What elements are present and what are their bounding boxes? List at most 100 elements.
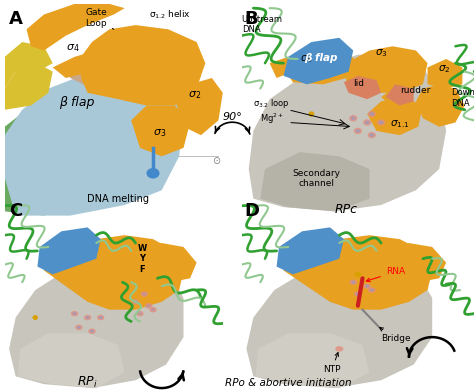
Polygon shape bbox=[381, 84, 409, 101]
Text: lid: lid bbox=[353, 80, 364, 89]
Text: W
Y
F: W Y F bbox=[137, 244, 147, 274]
Ellipse shape bbox=[368, 132, 376, 138]
Ellipse shape bbox=[146, 168, 160, 179]
Ellipse shape bbox=[355, 272, 361, 277]
Polygon shape bbox=[346, 46, 428, 93]
Polygon shape bbox=[5, 110, 88, 216]
Ellipse shape bbox=[351, 116, 356, 120]
Text: RP$_i$: RP$_i$ bbox=[77, 375, 98, 390]
Ellipse shape bbox=[88, 328, 96, 334]
Ellipse shape bbox=[99, 316, 103, 319]
Ellipse shape bbox=[365, 285, 369, 288]
Polygon shape bbox=[344, 76, 381, 99]
Text: β flap: β flap bbox=[304, 53, 337, 63]
Polygon shape bbox=[175, 78, 223, 135]
Polygon shape bbox=[27, 4, 125, 51]
Ellipse shape bbox=[349, 279, 357, 285]
Text: DNA melting: DNA melting bbox=[87, 194, 149, 204]
Text: C: C bbox=[9, 202, 22, 220]
Ellipse shape bbox=[349, 115, 357, 122]
Polygon shape bbox=[367, 97, 423, 135]
Polygon shape bbox=[70, 42, 162, 93]
Text: 90°: 90° bbox=[222, 112, 242, 122]
Ellipse shape bbox=[141, 291, 148, 297]
Ellipse shape bbox=[309, 111, 314, 117]
Polygon shape bbox=[18, 333, 125, 388]
Text: RNA: RNA bbox=[366, 267, 405, 282]
Text: σ$_{1.1}$: σ$_{1.1}$ bbox=[391, 119, 410, 131]
Ellipse shape bbox=[71, 311, 78, 316]
Text: σ$_{3.2}$ loop: σ$_{3.2}$ loop bbox=[253, 96, 290, 109]
Ellipse shape bbox=[136, 311, 144, 316]
Ellipse shape bbox=[84, 315, 91, 320]
Ellipse shape bbox=[142, 292, 146, 296]
Ellipse shape bbox=[377, 119, 385, 126]
Ellipse shape bbox=[77, 326, 81, 329]
Text: σ$_{1.2}$ helix: σ$_{1.2}$ helix bbox=[149, 8, 191, 21]
Polygon shape bbox=[283, 46, 358, 84]
Text: A: A bbox=[9, 10, 23, 28]
Ellipse shape bbox=[132, 299, 139, 305]
Polygon shape bbox=[386, 84, 414, 105]
Ellipse shape bbox=[370, 289, 374, 292]
Ellipse shape bbox=[369, 133, 374, 137]
Text: RPo & abortive initiation: RPo & abortive initiation bbox=[225, 378, 352, 388]
Ellipse shape bbox=[146, 304, 151, 307]
Text: Gate
Loop: Gate Loop bbox=[85, 8, 114, 29]
Ellipse shape bbox=[134, 300, 137, 303]
Polygon shape bbox=[5, 67, 183, 216]
Ellipse shape bbox=[145, 303, 152, 309]
Text: D: D bbox=[244, 202, 259, 220]
Ellipse shape bbox=[33, 315, 38, 320]
Text: σ$_4$: σ$_4$ bbox=[66, 42, 80, 54]
Ellipse shape bbox=[151, 308, 155, 311]
Ellipse shape bbox=[335, 346, 343, 352]
Polygon shape bbox=[136, 243, 197, 282]
Polygon shape bbox=[283, 235, 432, 310]
Ellipse shape bbox=[97, 315, 104, 320]
Text: σ$_2$: σ$_2$ bbox=[188, 89, 201, 101]
Polygon shape bbox=[53, 51, 96, 78]
Polygon shape bbox=[260, 152, 370, 211]
Ellipse shape bbox=[356, 292, 360, 296]
Ellipse shape bbox=[351, 281, 356, 284]
Ellipse shape bbox=[75, 325, 82, 330]
Text: Downstream
DNA: Downstream DNA bbox=[451, 88, 474, 107]
Text: B: B bbox=[244, 10, 258, 28]
Polygon shape bbox=[416, 84, 465, 127]
Ellipse shape bbox=[73, 312, 76, 315]
Text: Mg$^{2+}$: Mg$^{2+}$ bbox=[260, 112, 284, 127]
Polygon shape bbox=[381, 243, 446, 282]
Polygon shape bbox=[5, 63, 53, 127]
Polygon shape bbox=[249, 55, 446, 211]
Ellipse shape bbox=[363, 283, 371, 289]
Polygon shape bbox=[283, 38, 353, 84]
Polygon shape bbox=[81, 25, 205, 105]
Ellipse shape bbox=[90, 330, 94, 333]
Polygon shape bbox=[5, 42, 53, 89]
Ellipse shape bbox=[368, 287, 376, 293]
Polygon shape bbox=[131, 105, 190, 156]
Ellipse shape bbox=[369, 112, 374, 116]
Text: NTP: NTP bbox=[323, 352, 340, 374]
Polygon shape bbox=[277, 227, 344, 274]
Text: Upstream
DNA: Upstream DNA bbox=[242, 15, 283, 34]
Text: Secondary
channel: Secondary channel bbox=[292, 169, 340, 188]
Ellipse shape bbox=[354, 128, 362, 134]
Polygon shape bbox=[37, 227, 100, 274]
Polygon shape bbox=[270, 57, 293, 78]
Text: Bridge: Bridge bbox=[380, 328, 410, 343]
Polygon shape bbox=[44, 235, 183, 310]
Text: ⊙: ⊙ bbox=[212, 156, 220, 165]
Ellipse shape bbox=[138, 312, 142, 315]
Ellipse shape bbox=[86, 316, 90, 319]
Text: RPc: RPc bbox=[335, 203, 358, 216]
Text: σ$_2$: σ$_2$ bbox=[438, 64, 450, 75]
Ellipse shape bbox=[363, 119, 371, 126]
Ellipse shape bbox=[379, 121, 383, 124]
Text: rudder: rudder bbox=[400, 86, 430, 95]
Polygon shape bbox=[9, 255, 183, 388]
Text: σ$_4$: σ$_4$ bbox=[301, 53, 313, 65]
Text: σ$_3$: σ$_3$ bbox=[153, 127, 166, 139]
Text: σ$_3$: σ$_3$ bbox=[375, 47, 387, 58]
